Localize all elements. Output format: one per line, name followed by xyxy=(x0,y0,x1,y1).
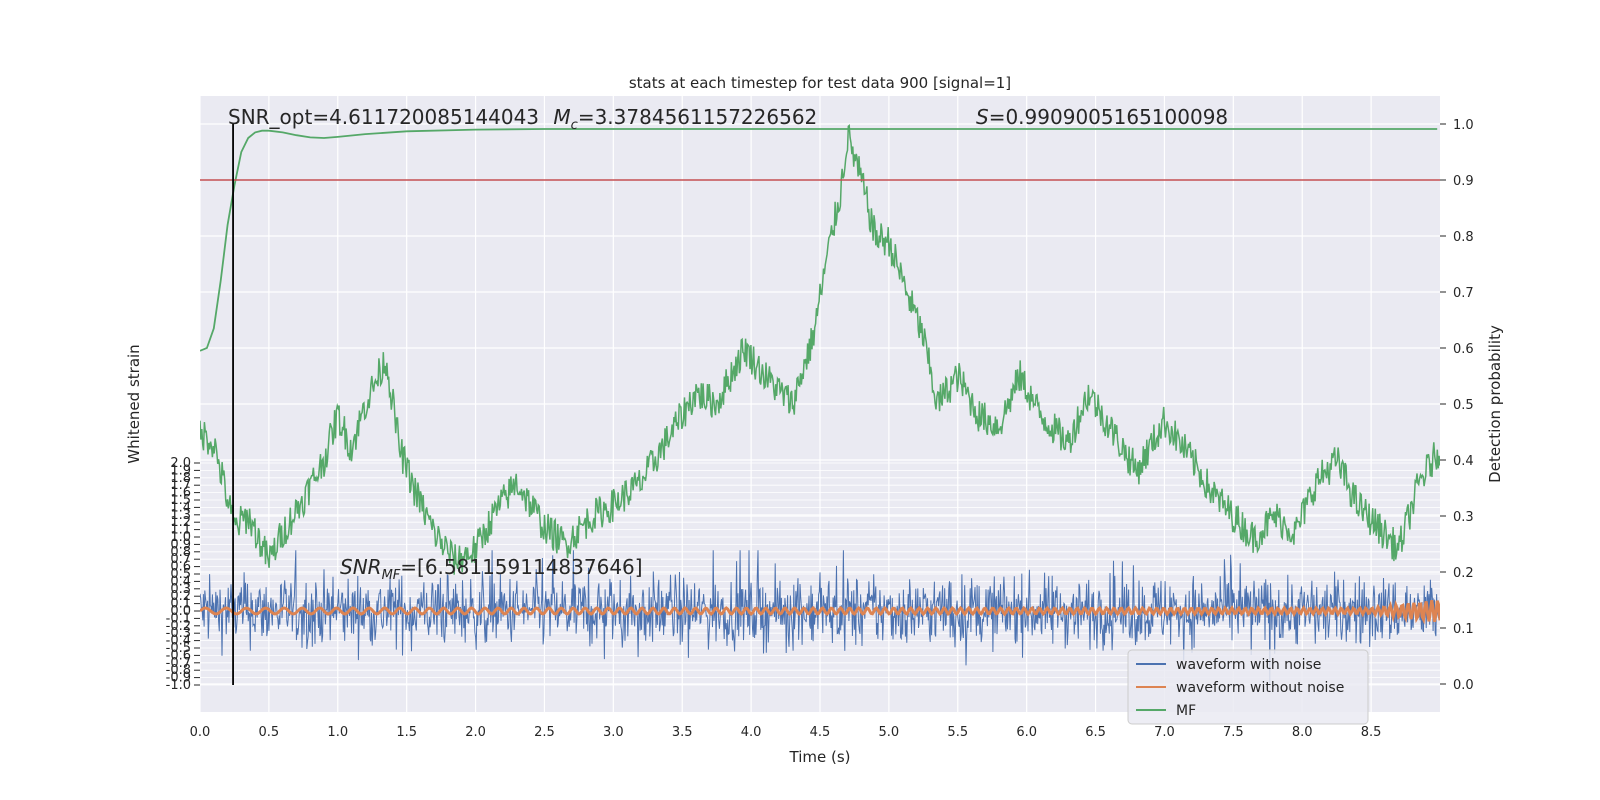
y-left-tick-label: 1.0 xyxy=(170,530,191,545)
y-right-tick-label: 0.7 xyxy=(1453,286,1474,301)
snr-mf-symbol: SNR xyxy=(340,555,382,579)
series-waveform-with-noise xyxy=(200,550,1440,684)
y-left-tick-label: -0.1 xyxy=(166,611,191,626)
s-value: =0.9909005165100098 xyxy=(989,105,1228,129)
legend: waveform with noise waveform without noi… xyxy=(1127,649,1369,725)
y-left-tick-label: 1.8 xyxy=(170,471,191,486)
y-left-tick-label: 1.2 xyxy=(170,515,191,530)
y-right-tick-label: 0.2 xyxy=(1453,566,1474,581)
y-left-tick-label: 0.0 xyxy=(170,604,191,619)
s-symbol: S xyxy=(976,105,989,129)
y-left-axis-label: Whitened strain xyxy=(125,344,143,463)
y-left-tick-label: 0.8 xyxy=(170,545,191,560)
annotation-snr-opt: SNR_opt=4.611720085144043 Mc=3.378456115… xyxy=(228,105,817,133)
legend-label-mf: MF xyxy=(1176,703,1196,719)
y-left-tick-label: 0.7 xyxy=(170,552,191,567)
y-right-tick-label: 0.8 xyxy=(1453,230,1474,245)
y-right-tick-label: 0.3 xyxy=(1453,510,1474,525)
y-left-tick-label: -0.8 xyxy=(166,663,191,678)
y-left-tick-label: 1.9 xyxy=(170,463,191,478)
x-tick-label: 6.0 xyxy=(1016,725,1037,740)
y-left-tick-label: 0.4 xyxy=(170,574,191,589)
snr-mf-subscript: MF xyxy=(382,568,401,583)
mc-subscript: c xyxy=(571,118,578,133)
y-right-tick-label: 0.4 xyxy=(1453,454,1474,469)
x-tick-label: 8.0 xyxy=(1292,725,1313,740)
legend-label-noise: waveform with noise xyxy=(1176,657,1321,673)
y-left-tick-label: -0.9 xyxy=(166,671,191,686)
y-left-tick-label: 0.2 xyxy=(170,589,191,604)
x-tick-label: 3.5 xyxy=(672,725,693,740)
x-tick-label: 7.0 xyxy=(1154,725,1175,740)
y-left-tick-label: -0.5 xyxy=(166,641,191,656)
y-left-tick-label: -0.6 xyxy=(166,648,191,663)
y-left-tick-label: 1.6 xyxy=(170,486,191,501)
chart-title: stats at each timestep for test data 900… xyxy=(629,74,1011,92)
y-right-tick-labels: 0.0 0.1 0.2 0.3 0.4 0.5 0.6 0.7 0.8 0.9 1.0 xyxy=(1440,118,1474,693)
y-left-tick-label: -0.3 xyxy=(166,626,191,641)
y-right-tick-label: 0.6 xyxy=(1453,342,1474,357)
x-tick-label: 5.5 xyxy=(947,725,968,740)
x-tick-label: 1.0 xyxy=(327,725,348,740)
mc-symbol: M xyxy=(553,105,570,129)
x-tick-label: 0.0 xyxy=(190,725,211,740)
y-left-tick-label: -0.2 xyxy=(166,619,191,634)
y-right-tick-label: 0.0 xyxy=(1453,678,1474,693)
y-left-tick-labels: -1.0-0.9-0.8-0.7-0.6-0.5-0.4-0.3-0.2-0.1… xyxy=(166,456,200,693)
y-left-tick-label: 0.6 xyxy=(170,560,191,575)
series-waveform-without-noise xyxy=(200,599,1440,625)
y-left-tick-label: 1.7 xyxy=(170,478,191,493)
mc-value: =3.3784561157226562 xyxy=(578,105,817,129)
x-tick-label: 1.5 xyxy=(396,725,417,740)
legend-box xyxy=(1127,649,1369,725)
y-left-tick-label: 0.5 xyxy=(170,567,191,582)
series-detection-trace xyxy=(200,124,1440,575)
snr-opt-text: SNR_opt=4.611720085144043 xyxy=(228,105,539,129)
annotation-snr-mf: SNRMF=[6.581159114837646] xyxy=(340,555,643,583)
legend-label-clean: waveform without noise xyxy=(1176,680,1344,696)
y-left-tick-label: -0.7 xyxy=(166,656,191,671)
x-tick-label: 0.5 xyxy=(259,725,280,740)
plot-lines xyxy=(200,124,1440,685)
y-left-tick-label: 0.1 xyxy=(170,597,191,612)
x-tick-label: 2.5 xyxy=(534,725,555,740)
y-right-tick-label: 0.9 xyxy=(1453,174,1474,189)
y-right-tick-label: 0.1 xyxy=(1453,622,1474,637)
series-mf xyxy=(200,128,1438,352)
x-tick-label: 4.5 xyxy=(810,725,831,740)
x-tick-label: 4.0 xyxy=(741,725,762,740)
x-tick-label: 7.5 xyxy=(1223,725,1244,740)
x-axis-label: Time (s) xyxy=(789,748,851,766)
y-left-tick-label: -1.0 xyxy=(166,678,191,693)
y-left-tick-label: 0.3 xyxy=(170,582,191,597)
annotation-s: S=0.9909005165100098 xyxy=(976,105,1228,129)
y-left-tick-label: 2.0 xyxy=(170,456,191,471)
x-tick-label: 8.5 xyxy=(1361,725,1382,740)
y-left-tick-label: 1.5 xyxy=(170,493,191,508)
snr-mf-value: =[6.581159114837646] xyxy=(400,555,642,579)
y-left-tick-label: 1.3 xyxy=(170,508,191,523)
y-right-axis-label: Detection probability xyxy=(1486,325,1504,483)
y-left-tick-label: 1.1 xyxy=(170,523,191,538)
y-right-tick-label: 1.0 xyxy=(1453,118,1474,133)
y-left-tick-label: 0.9 xyxy=(170,537,191,552)
x-tick-labels: 0.0 0.5 1.0 1.5 2.0 2.5 3.0 3.5 4.0 4.5 5.0 5.5 6.0 6… xyxy=(190,725,1382,740)
x-tick-label: 6.5 xyxy=(1085,725,1106,740)
y-left-tick-label: -0.4 xyxy=(166,634,191,649)
x-tick-label: 5.0 xyxy=(879,725,900,740)
x-tick-label: 2.0 xyxy=(465,725,486,740)
x-tick-label: 3.0 xyxy=(603,725,624,740)
y-left-tick-label: 1.4 xyxy=(170,500,191,515)
y-right-tick-label: 0.5 xyxy=(1453,398,1474,413)
